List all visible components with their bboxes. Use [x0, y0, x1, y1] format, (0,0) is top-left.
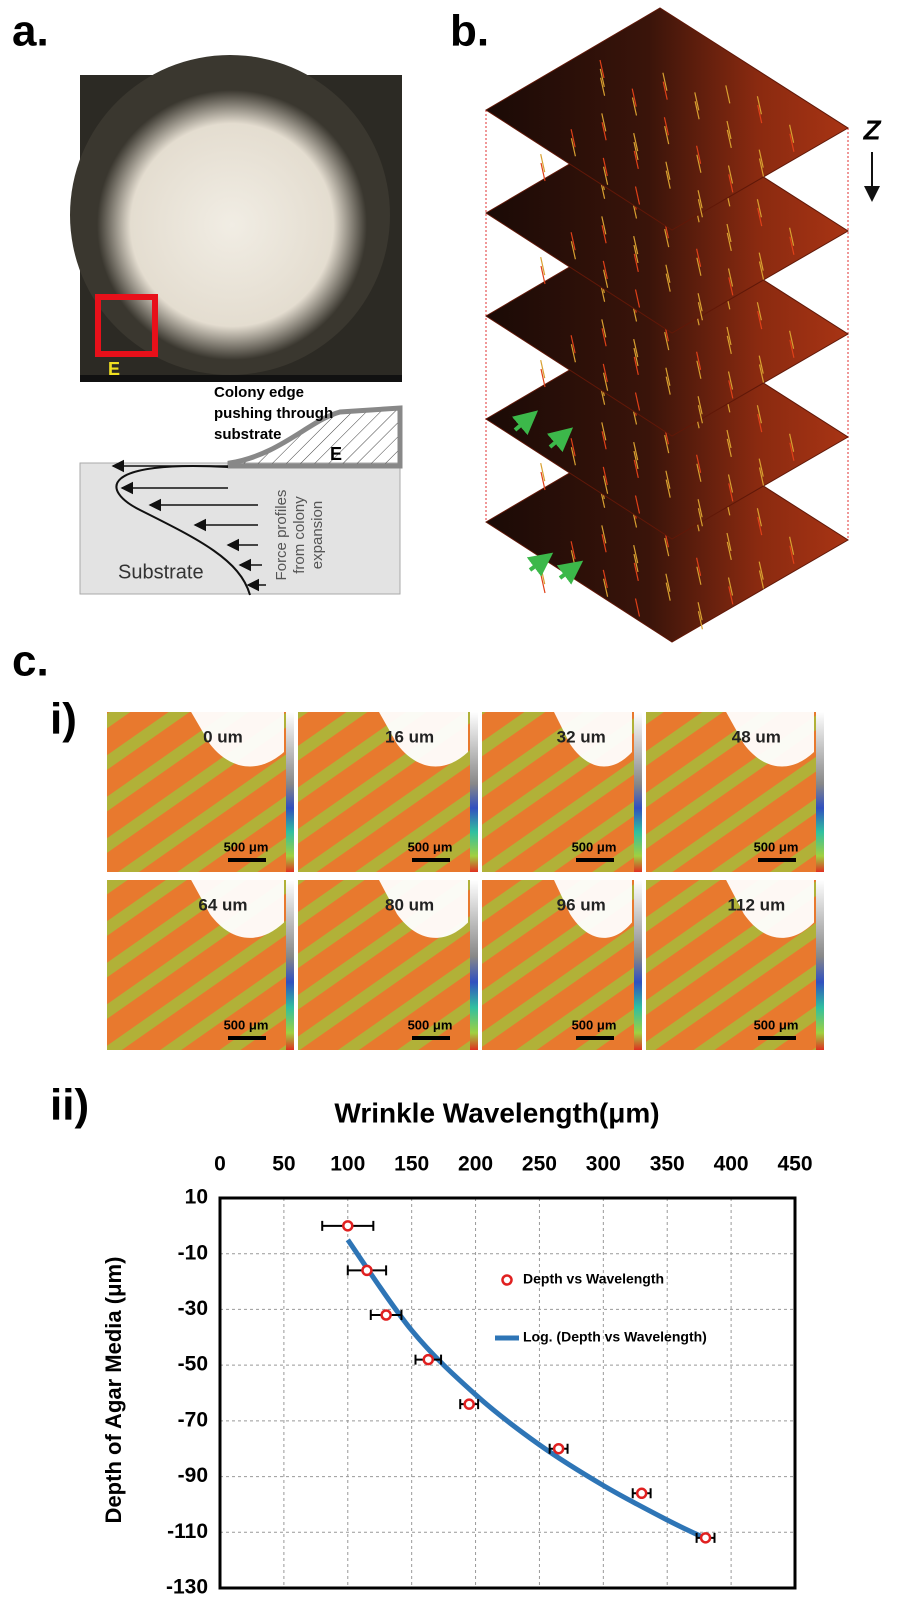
chart: Wrinkle Wavelength(μm) Depth of Agar Med… [101, 1097, 813, 1598]
scale-bar-label: 500 μm [408, 1017, 453, 1032]
colorbar [634, 712, 642, 872]
colorbar [816, 712, 824, 872]
data-point [382, 1311, 391, 1320]
depth-label: 64 um [198, 895, 247, 914]
y-tick-label: -70 [178, 1408, 208, 1431]
depth-label: 32 um [557, 727, 606, 746]
force-text: expansion [309, 501, 326, 569]
chart-title: Wrinkle Wavelength(μm) [334, 1097, 659, 1128]
plot-frame [220, 1198, 795, 1588]
data-point [637, 1489, 646, 1498]
legend-label: Depth vs Wavelength [523, 1271, 664, 1287]
colony-photo [70, 55, 402, 382]
legend-label: Log. (Depth vs Wavelength) [523, 1329, 707, 1345]
x-tick-label: 100 [330, 1153, 365, 1176]
x-tick-label: 400 [714, 1153, 749, 1176]
y-tick-label: -130 [166, 1576, 208, 1599]
diagram-label: E [330, 444, 342, 464]
y-axis-label: Depth of Agar Media (μm) [101, 1257, 126, 1524]
y-tick-label: -90 [178, 1464, 208, 1487]
depth-label: 0 um [203, 727, 243, 746]
data-point [424, 1355, 433, 1364]
thumbnail-grid: 0 um 500 μm 16 um 500 μm 32 um 500 μm 48 um 500… [107, 712, 824, 1050]
colorbar [470, 712, 478, 872]
scale-bar-label: 500 μm [572, 839, 617, 854]
box-label: E [108, 359, 120, 379]
depth-label: 96 um [557, 895, 606, 914]
scale-bar-label: 500 μm [224, 1017, 269, 1032]
data-point [465, 1400, 474, 1409]
scale-bar-label: 500 μm [408, 839, 453, 854]
figure: a. b. c. i) ii) E Colony edge pushing th… [0, 0, 903, 1604]
scale-bar-label: 500 μm [224, 839, 269, 854]
data-point [343, 1221, 352, 1230]
edge-text: substrate [214, 426, 282, 443]
x-tick-label: 150 [394, 1153, 429, 1176]
colorbar [286, 712, 294, 872]
data-point [554, 1444, 563, 1453]
data-point [701, 1533, 710, 1542]
force-text: Force profiles [273, 490, 290, 581]
panel-label: c. [12, 637, 49, 686]
data-point [362, 1266, 371, 1275]
scale-bar-label: 500 μm [754, 1017, 799, 1032]
panel-label: i) [50, 695, 77, 744]
x-tick-label: 250 [522, 1153, 557, 1176]
colorbar [634, 880, 642, 1050]
x-tick-label: 0 [214, 1153, 226, 1176]
depth-label: 16 um [385, 727, 434, 746]
force-text: from colony [291, 496, 308, 574]
x-tick-label: 350 [650, 1153, 685, 1176]
legend-swatch [503, 1276, 512, 1285]
depth-label: 80 um [385, 895, 434, 914]
panel-label: a. [12, 7, 49, 56]
colorbar [470, 880, 478, 1050]
depth-label: 48 um [732, 727, 781, 746]
x-tick-label: 200 [458, 1153, 493, 1176]
scale-bar-label: 500 μm [572, 1017, 617, 1032]
z-label: Z [862, 114, 881, 145]
y-tick-label: -50 [178, 1353, 208, 1376]
panel-label: ii) [50, 1081, 89, 1130]
x-tick-label: 50 [272, 1153, 295, 1176]
edge-text: Colony edge [214, 384, 304, 401]
y-tick-label: -10 [178, 1241, 208, 1264]
y-tick-label: -110 [167, 1520, 208, 1543]
x-tick-label: 450 [777, 1153, 812, 1176]
x-tick-label: 300 [586, 1153, 621, 1176]
y-tick-label: 10 [185, 1186, 208, 1209]
edge-text: pushing through [214, 405, 333, 422]
scale-bar-label: 500 μm [754, 839, 799, 854]
panel-label: b. [450, 7, 489, 56]
colorbar [286, 880, 294, 1050]
substrate-label: Substrate [118, 561, 204, 583]
y-tick-label: -30 [178, 1297, 208, 1320]
colorbar [816, 880, 824, 1050]
confocal-stack [486, 8, 848, 642]
depth-label: 112 um [728, 895, 786, 914]
